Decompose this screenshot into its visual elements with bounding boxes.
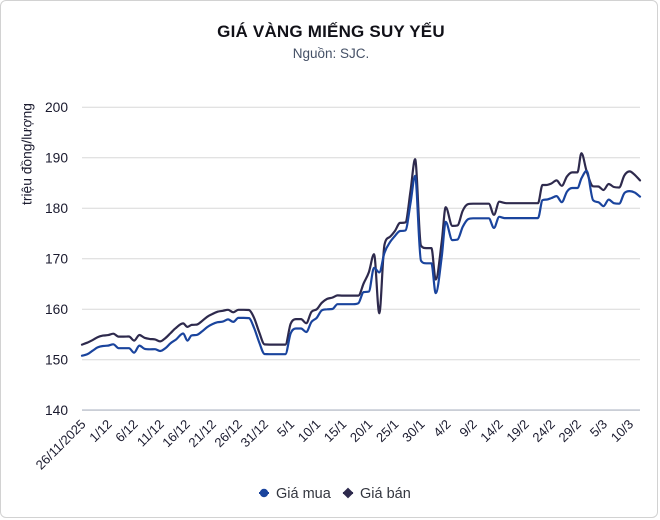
svg-text:Nguồn: SJC.: Nguồn: SJC. bbox=[293, 46, 370, 61]
svg-text:170: 170 bbox=[45, 252, 68, 267]
svg-text:9/2: 9/2 bbox=[456, 417, 479, 440]
svg-text:5/1: 5/1 bbox=[274, 417, 297, 440]
svg-text:15/1: 15/1 bbox=[321, 417, 350, 446]
svg-text:Giá mua: Giá mua bbox=[276, 486, 332, 502]
svg-text:10/1: 10/1 bbox=[295, 417, 324, 446]
svg-text:5/3: 5/3 bbox=[587, 417, 610, 440]
svg-text:29/2: 29/2 bbox=[556, 417, 585, 446]
svg-text:19/2: 19/2 bbox=[503, 417, 532, 446]
svg-text:150: 150 bbox=[45, 353, 68, 368]
svg-text:180: 180 bbox=[45, 201, 68, 216]
svg-text:200: 200 bbox=[45, 100, 68, 115]
svg-text:26/11/2025: 26/11/2025 bbox=[33, 417, 89, 473]
svg-text:26/12: 26/12 bbox=[211, 417, 245, 451]
svg-text:1/12: 1/12 bbox=[86, 417, 115, 446]
svg-text:4/2: 4/2 bbox=[430, 417, 453, 440]
svg-text:160: 160 bbox=[45, 302, 68, 317]
svg-text:triệu đồng/lượng: triệu đồng/lượng bbox=[20, 103, 35, 205]
svg-text:25/1: 25/1 bbox=[373, 417, 402, 446]
svg-text:31/12: 31/12 bbox=[238, 417, 272, 451]
svg-text:24/2: 24/2 bbox=[529, 417, 558, 446]
svg-text:20/1: 20/1 bbox=[347, 417, 376, 446]
svg-text:GIÁ VÀNG MIẾNG SUY YẾU: GIÁ VÀNG MIẾNG SUY YẾU bbox=[217, 22, 445, 41]
svg-text:10/3: 10/3 bbox=[608, 417, 637, 446]
svg-text:11/12: 11/12 bbox=[134, 417, 167, 450]
svg-text:21/12: 21/12 bbox=[185, 417, 219, 451]
svg-text:14/2: 14/2 bbox=[477, 417, 506, 446]
svg-text:Giá bán: Giá bán bbox=[360, 486, 411, 502]
svg-text:16/12: 16/12 bbox=[159, 417, 193, 451]
svg-text:140: 140 bbox=[45, 403, 68, 418]
svg-text:30/1: 30/1 bbox=[399, 417, 428, 446]
svg-text:190: 190 bbox=[45, 151, 68, 166]
